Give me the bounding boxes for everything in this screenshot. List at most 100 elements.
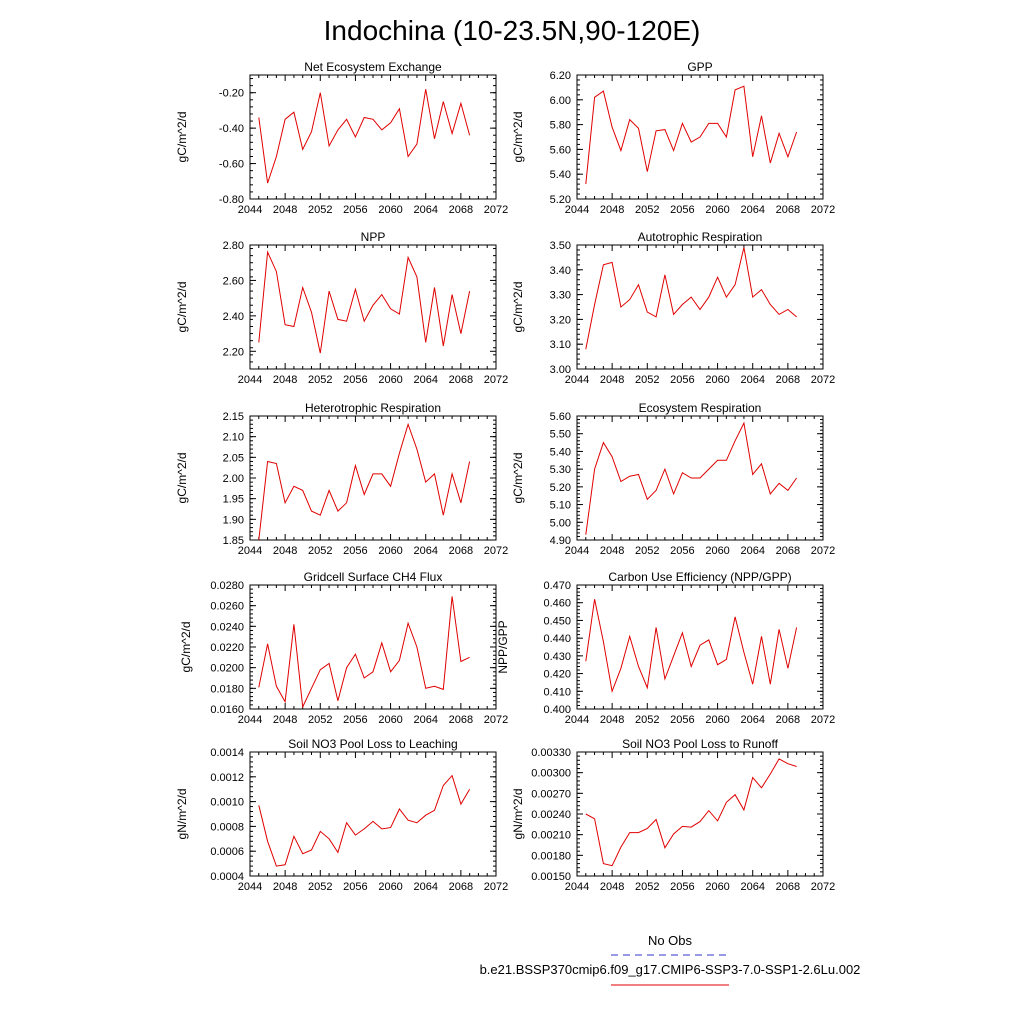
series-line-0 [585,758,797,867]
x-tick-label: 2044 [565,881,589,893]
x-tick-label: 2052 [635,714,659,726]
panel-title: Net Ecosystem Exchange [304,60,442,74]
y-axis-label: gN/m^2/d [511,789,525,840]
y-tick-label: 1.95 [223,494,244,506]
x-tick-label: 2068 [449,714,473,726]
panel-7: Carbon Use Efficiency (NPP/GPP) NPP/GPP 20… [496,570,835,726]
x-tick-label: 2060 [705,881,729,893]
panel-title: Carbon Use Efficiency (NPP/GPP) [608,570,791,584]
series-line-0 [258,596,470,709]
x-tick-label: 2064 [740,374,764,386]
x-tick-label: 2072 [811,714,835,726]
plot-frame [249,74,497,200]
y-axis-label: gN/m^2/d [175,789,189,840]
x-tick-label: 2072 [484,881,508,893]
x-tick-label: 2064 [740,204,764,216]
x-tick-label: 2072 [811,881,835,893]
x-tick-label: 2052 [308,714,332,726]
panel-2: NPP gC/m^2/d 2044 2048 2052 2056 2060 2064 2068 2… [175,230,508,386]
x-tick-label: 2060 [378,374,402,386]
x-tick-label: 2068 [776,881,800,893]
y-tick-label: 0.0004 [210,871,244,883]
panel-title: Gridcell Surface CH4 Flux [304,570,443,584]
x-tick-label: 2056 [343,204,367,216]
y-tick-label: 0.460 [543,598,571,610]
x-tick-label: 2068 [449,374,473,386]
x-tick-label: 2052 [308,545,332,557]
y-tick-label: 0.00330 [531,747,571,759]
plot-frame [249,415,497,541]
x-tick-label: 2060 [378,204,402,216]
y-tick-label: 0.0220 [210,642,244,654]
x-tick-label: 2072 [811,545,835,557]
x-tick-label: 2068 [776,374,800,386]
x-tick-label: 2048 [273,545,297,557]
y-tick-label: 0.0260 [210,601,244,613]
x-tick-label: 2044 [565,714,589,726]
y-tick-label: 0.0008 [210,821,244,833]
y-tick-label: 5.10 [550,500,571,512]
y-tick-label: 5.40 [550,446,571,458]
x-tick-label: 2060 [705,714,729,726]
y-axis-label: gC/m^2/d [511,282,525,333]
x-tick-label: 2044 [238,374,262,386]
x-tick-label: 2052 [308,374,332,386]
legend-label-no-obs: No Obs [648,933,693,948]
series-line-0 [258,89,471,184]
y-tick-label: 0.0280 [210,580,244,592]
panel-title: NPP [361,230,386,244]
x-tick-label: 2056 [670,374,694,386]
legend-label-run: b.e21.BSSP370cmip6.f09_g17.CMIP6-SSP3-7.… [480,962,861,977]
x-tick-label: 2048 [600,204,624,216]
panels: Net Ecosystem Exchange gC/m^2/d 2044 2048 20… [175,60,835,893]
y-tick-label: 0.420 [543,669,571,681]
x-tick-label: 2068 [776,204,800,216]
y-tick-label: 5.60 [550,411,571,423]
x-tick-label: 2060 [378,714,402,726]
x-tick-label: 2052 [635,545,659,557]
x-tick-label: 2044 [238,545,262,557]
y-tick-label: 1.90 [223,514,244,526]
panel-title: Ecosystem Respiration [639,401,762,415]
plot-frame [576,244,824,370]
y-tick-label: 0.00210 [531,830,571,842]
x-tick-label: 2056 [670,204,694,216]
y-axis-label: gC/m^2/d [179,622,193,673]
y-tick-label: 3.00 [550,364,571,376]
panel-title: Heterotrophic Respiration [305,401,441,415]
y-tick-label: -0.20 [219,88,244,100]
plot-frame [576,584,824,710]
y-tick-label: 2.60 [223,275,244,287]
x-tick-label: 2060 [378,545,402,557]
y-tick-label: 2.00 [223,473,244,485]
y-tick-label: 0.0200 [210,663,244,675]
y-tick-label: 2.10 [223,432,244,444]
series-line-0 [585,85,798,185]
panel-title: Soil NO3 Pool Loss to Leaching [288,737,457,751]
y-tick-label: 0.410 [543,686,571,698]
series-line-0 [258,422,471,541]
panel-3: Autotrophic Respiration gC/m^2/d 2044 2048 2… [511,230,835,386]
x-tick-label: 2048 [273,714,297,726]
plot-frame [576,751,824,877]
y-tick-label: -0.60 [219,159,244,171]
y-tick-label: 0.00180 [531,850,571,862]
y-tick-label: 3.50 [550,240,571,252]
x-tick-label: 2048 [273,204,297,216]
x-tick-label: 2064 [413,714,437,726]
x-tick-label: 2044 [565,374,589,386]
series-line-0 [585,247,797,350]
series-line-0 [585,599,798,694]
x-tick-label: 2056 [670,881,694,893]
y-axis-label: gC/m^2/d [511,453,525,504]
x-tick-label: 2044 [565,204,589,216]
x-tick-label: 2064 [413,374,437,386]
y-tick-label: 0.0006 [210,846,244,858]
y-tick-label: 3.40 [550,265,571,277]
x-tick-label: 2056 [343,545,367,557]
x-tick-label: 2052 [635,881,659,893]
x-tick-label: 2068 [449,545,473,557]
panel-title: GPP [687,60,712,74]
x-tick-label: 2060 [378,881,402,893]
y-axis-label: gC/m^2/d [175,282,189,333]
